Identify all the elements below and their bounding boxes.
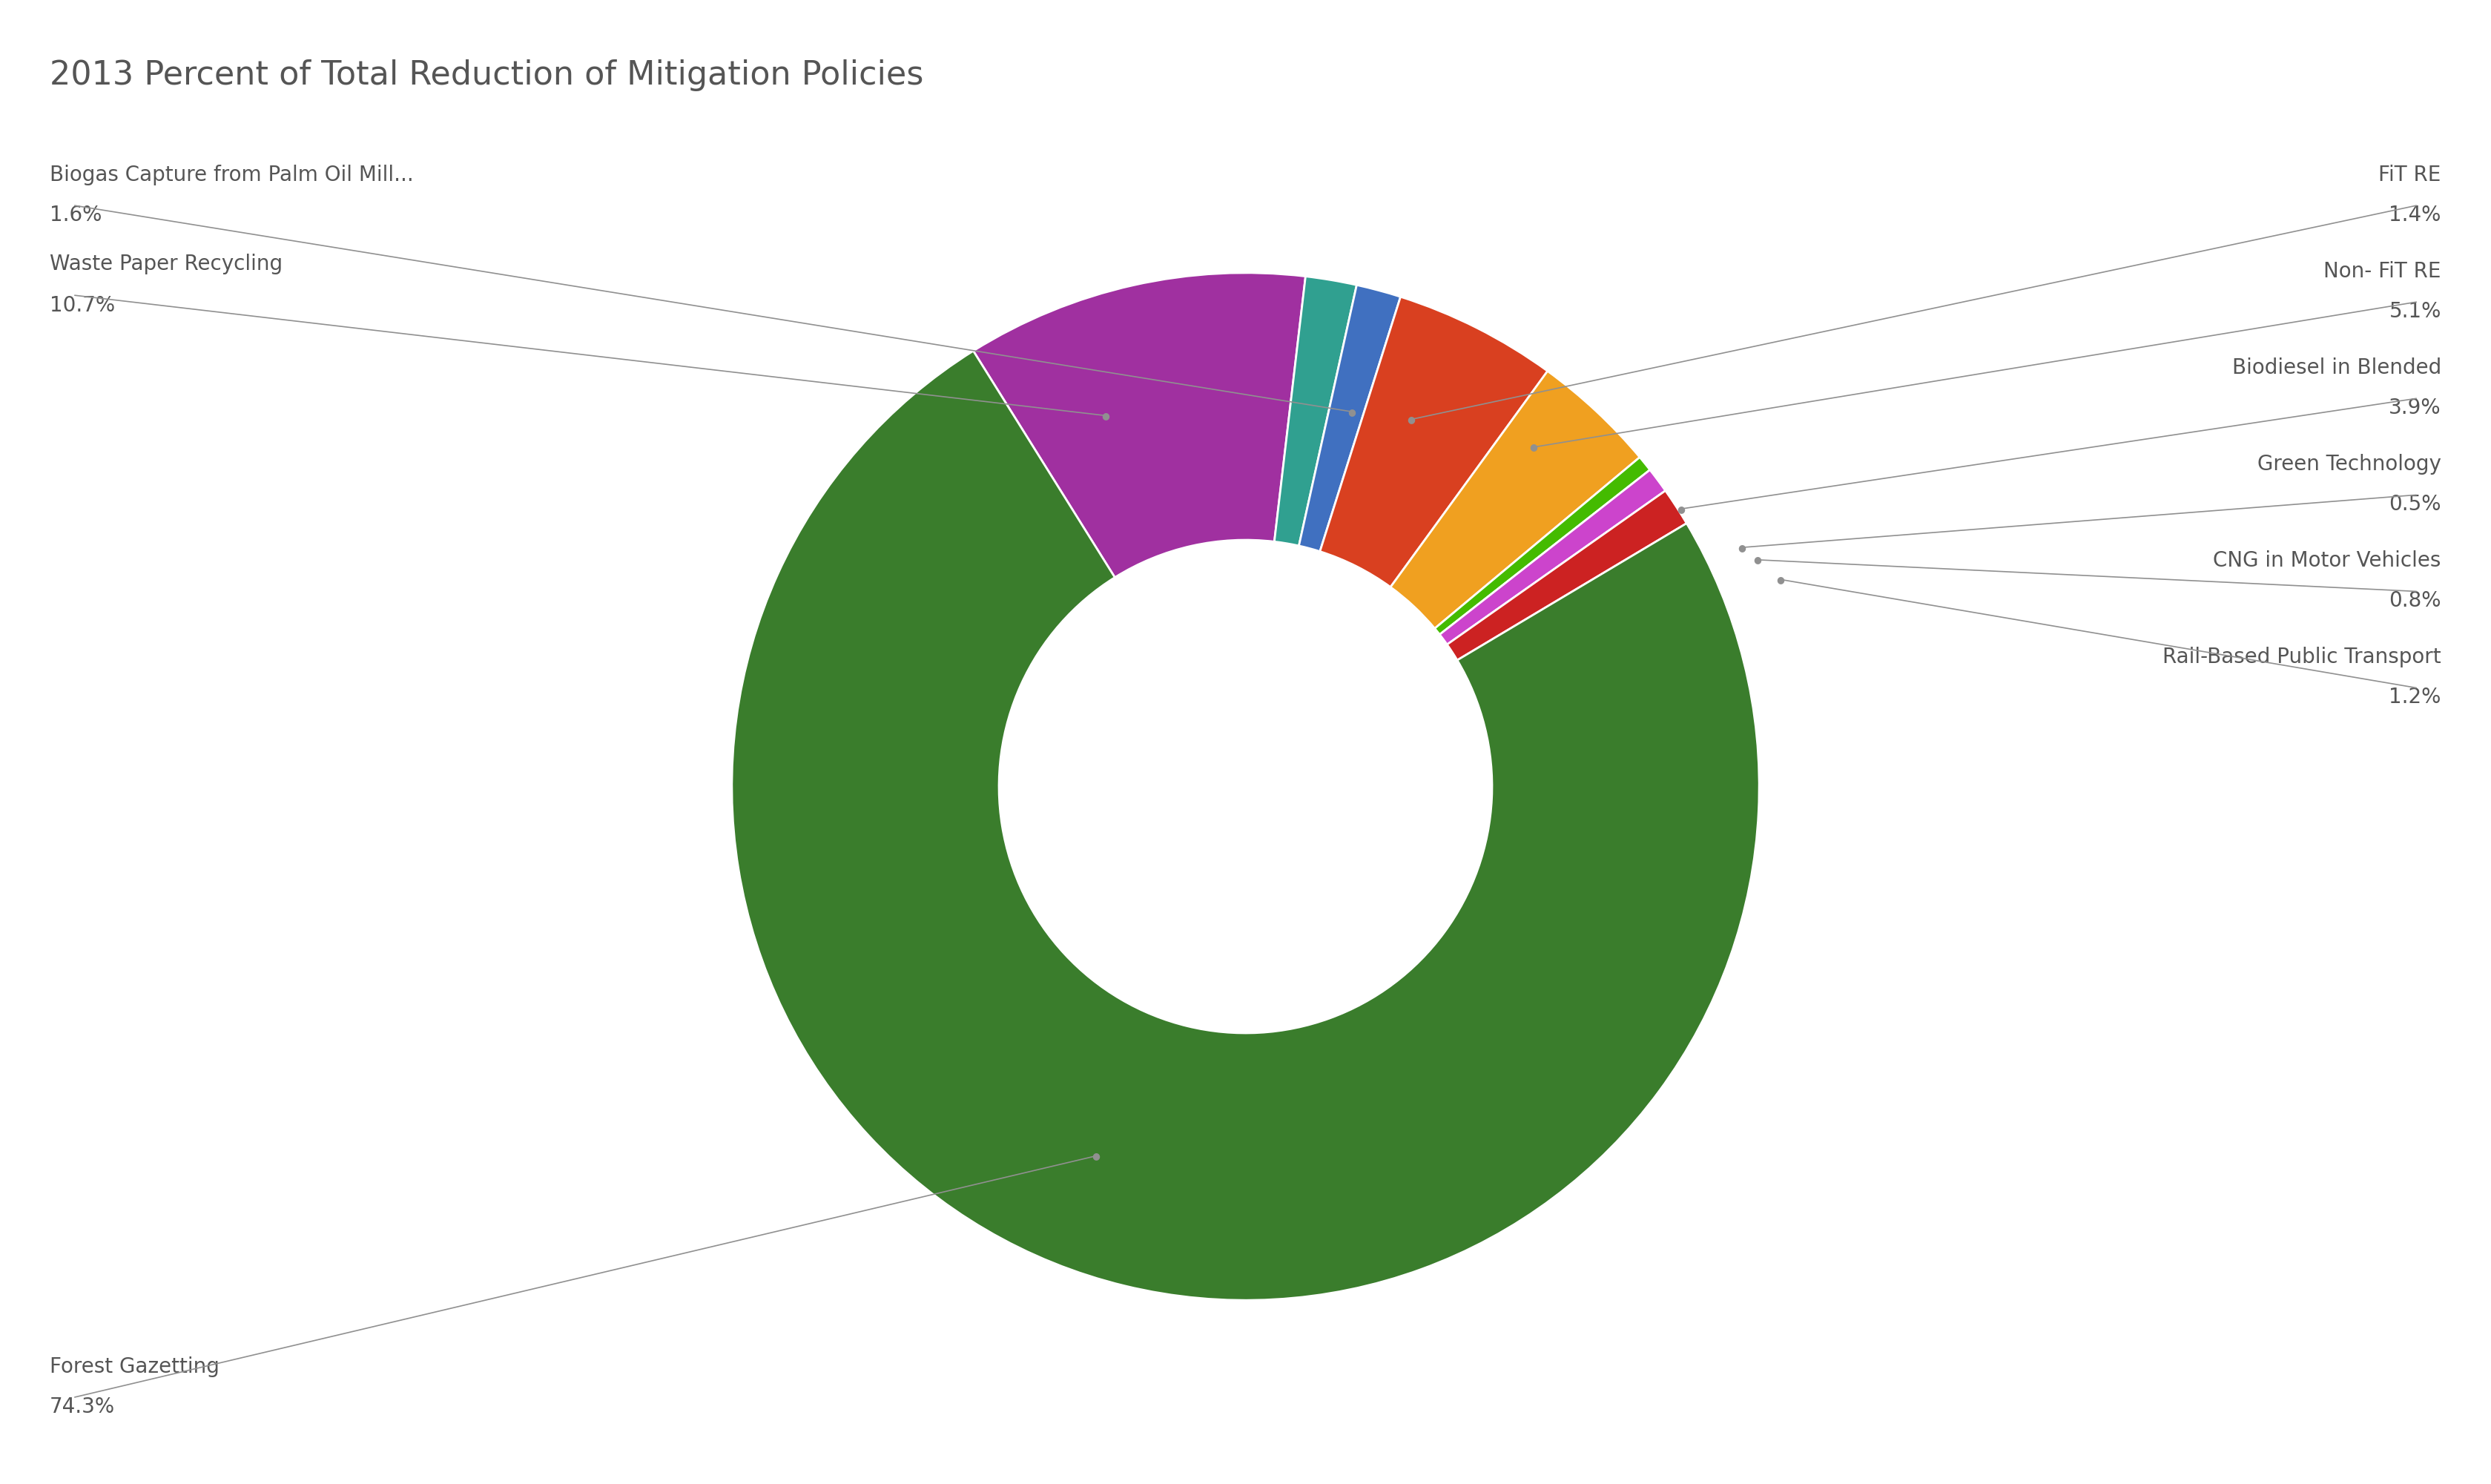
Text: 5.1%: 5.1% — [2389, 301, 2441, 322]
Text: FiT RE: FiT RE — [2379, 165, 2441, 186]
Text: ●: ● — [1676, 505, 1686, 513]
Text: ●: ● — [1101, 411, 1111, 420]
Text: Non- FiT RE: Non- FiT RE — [2324, 261, 2441, 282]
Text: ●: ● — [1407, 414, 1415, 424]
Text: 1.6%: 1.6% — [50, 205, 102, 226]
Text: ●: ● — [1348, 407, 1355, 417]
Text: ●: ● — [1776, 574, 1784, 585]
Text: Biogas Capture from Palm Oil Mill...: Biogas Capture from Palm Oil Mill... — [50, 165, 414, 186]
Text: 0.5%: 0.5% — [2389, 494, 2441, 515]
Text: 74.3%: 74.3% — [50, 1396, 115, 1417]
Wedge shape — [1435, 457, 1649, 635]
Text: ●: ● — [1529, 442, 1537, 453]
Wedge shape — [1275, 276, 1358, 546]
Text: Green Technology: Green Technology — [2257, 454, 2441, 475]
Text: ●: ● — [1754, 555, 1761, 564]
Wedge shape — [1320, 297, 1547, 588]
Text: Biodiesel in Blended: Biodiesel in Blended — [2232, 358, 2441, 378]
Text: CNG in Motor Vehicles: CNG in Motor Vehicles — [2212, 551, 2441, 571]
Text: 1.4%: 1.4% — [2389, 205, 2441, 226]
Text: 0.8%: 0.8% — [2389, 591, 2441, 611]
Wedge shape — [1390, 371, 1639, 628]
Text: ●: ● — [1739, 543, 1746, 552]
Text: 1.2%: 1.2% — [2389, 687, 2441, 708]
Text: ●: ● — [1091, 1152, 1099, 1160]
Text: Forest Gazetting: Forest Gazetting — [50, 1356, 219, 1377]
Wedge shape — [732, 350, 1759, 1300]
Wedge shape — [974, 273, 1305, 577]
Wedge shape — [1440, 470, 1666, 644]
Text: Waste Paper Recycling: Waste Paper Recycling — [50, 254, 284, 275]
Text: 3.9%: 3.9% — [2389, 398, 2441, 418]
Text: 2013 Percent of Total Reduction of Mitigation Policies: 2013 Percent of Total Reduction of Mitig… — [50, 59, 924, 91]
Wedge shape — [1447, 491, 1686, 660]
Text: 10.7%: 10.7% — [50, 295, 115, 316]
Text: Rail-Based Public Transport: Rail-Based Public Transport — [2162, 647, 2441, 668]
Wedge shape — [1298, 285, 1400, 552]
